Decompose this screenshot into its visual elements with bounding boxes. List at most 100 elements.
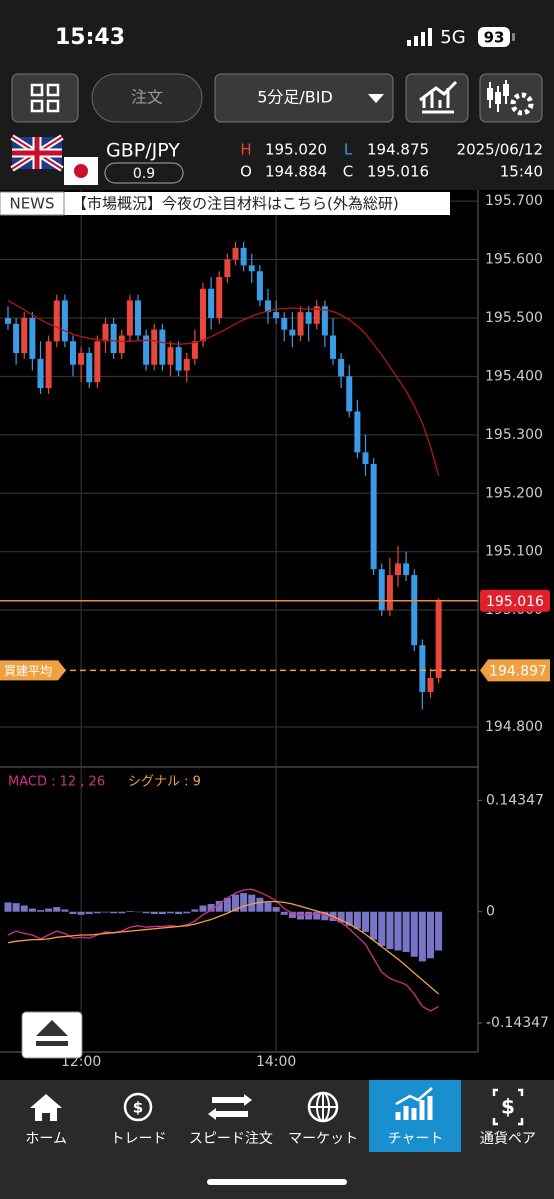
nav-item[interactable]: スピード注文 <box>189 1131 273 1147</box>
quote-date: 2025/06/12 <box>457 141 543 159</box>
histogram-bar <box>191 909 199 912</box>
histogram-bar <box>256 897 264 912</box>
nav-label: トレード <box>111 1131 167 1147</box>
histogram-bar <box>288 911 296 918</box>
network: 5G <box>440 27 465 48</box>
histogram-bar <box>37 910 44 912</box>
candle-body <box>395 563 401 576</box>
histogram-bar <box>93 911 101 914</box>
histogram-bar <box>150 911 158 915</box>
average-price-label: 194.897 <box>489 663 547 679</box>
histogram-bar <box>402 911 410 953</box>
timeframe-select[interactable]: 5分足/BID <box>214 73 394 123</box>
candle-body <box>378 569 385 611</box>
candle-body <box>419 645 426 692</box>
y-tick-label: 195.600 <box>485 252 543 268</box>
open-label: O <box>240 163 252 181</box>
order-button[interactable]: 注文 <box>91 73 203 123</box>
svg-text:$: $ <box>501 1095 515 1119</box>
histogram-bar <box>313 911 321 920</box>
histogram-bar <box>183 911 191 914</box>
nav-label: スピード注文 <box>189 1131 273 1147</box>
nav-item[interactable]: トレード <box>111 1131 167 1147</box>
nav-item[interactable]: 通貨ペア <box>480 1130 536 1147</box>
average-price-tag-left <box>0 660 66 681</box>
nav-item[interactable]: マーケット <box>288 1131 358 1147</box>
histogram-bar <box>362 911 369 932</box>
histogram-bar <box>223 897 231 912</box>
macd-title: MACD : 12 , 26 <box>8 775 105 790</box>
timeframe-label: 5分足/BID <box>257 88 333 107</box>
candle-body <box>321 306 328 336</box>
quote-time: 15:40 <box>500 163 543 181</box>
histogram-bar <box>418 911 426 962</box>
y-tick-label: 195.300 <box>485 427 543 443</box>
histogram-bar <box>280 911 288 915</box>
histogram-bar <box>134 911 142 913</box>
candle-body <box>143 335 150 365</box>
status-time: 15:43 <box>55 25 125 50</box>
nav-item[interactable]: ホーム <box>25 1131 67 1147</box>
macd-subtitle: シグナル : 9 <box>128 775 201 790</box>
candle-body <box>313 306 320 324</box>
histogram-bar <box>69 911 77 915</box>
histogram-bar <box>232 894 239 912</box>
candle-body <box>151 329 158 365</box>
y-tick-label: 0 <box>486 904 495 920</box>
candle-body <box>273 312 280 318</box>
battery-level: 93 <box>484 29 505 47</box>
y-tick-label: 195.700 <box>485 193 543 209</box>
collapse-button[interactable] <box>21 1011 83 1059</box>
average-price-name: 買建平均 <box>4 664 52 678</box>
open: 194.884 <box>265 163 327 181</box>
candle-body <box>183 358 190 371</box>
histogram-bar <box>321 911 329 921</box>
candle-body <box>78 353 85 365</box>
high-label: H <box>240 141 251 159</box>
candle-body <box>265 300 271 313</box>
histogram-bar <box>45 908 53 912</box>
candle-body <box>29 317 36 359</box>
settings-button[interactable] <box>479 73 543 123</box>
chart-type-button[interactable] <box>405 73 469 123</box>
candle-body <box>224 259 231 278</box>
histogram-bar <box>240 893 248 912</box>
histogram-bar <box>28 908 36 912</box>
histogram-bar <box>410 911 418 957</box>
histogram-bar <box>215 900 223 912</box>
histogram-bar <box>435 911 443 951</box>
candle-body <box>200 288 206 342</box>
jp-flag <box>64 157 98 185</box>
nav-icons: $ $ <box>30 1087 524 1126</box>
candle-body <box>21 317 28 354</box>
news-label: NEWS <box>9 195 54 213</box>
nav-label: マーケット <box>288 1131 358 1147</box>
news-banner[interactable]: NEWS 【市場概況】今夜の注目材料はこちら(外為総研) <box>0 191 450 216</box>
histogram-bar <box>353 911 361 929</box>
x-tick-label: 14:00 <box>256 1054 296 1070</box>
histogram-bar <box>427 911 434 959</box>
current-price-label: 195.016 <box>486 594 544 610</box>
candle-body <box>346 376 353 412</box>
chart-bg <box>0 190 554 1080</box>
candle-body <box>102 323 109 342</box>
histogram-bar <box>126 910 134 912</box>
nav-item[interactable]: チャート <box>388 1131 444 1147</box>
candle-body <box>338 358 345 377</box>
histogram-bar <box>102 911 109 913</box>
menu-button[interactable] <box>11 73 79 123</box>
histogram-bar <box>345 911 353 926</box>
spread: 0.9 <box>133 166 155 182</box>
y-tick-label: 195.400 <box>485 368 543 384</box>
histogram-bar <box>272 907 280 912</box>
candle-body <box>240 247 247 266</box>
low: 194.875 <box>367 141 429 159</box>
candle-body <box>386 575 393 611</box>
candle-body <box>110 323 117 354</box>
y-tick-label: 195.500 <box>485 310 543 326</box>
order-label: 注文 <box>131 88 163 107</box>
candle-body <box>370 464 377 570</box>
signal-line <box>7 900 440 995</box>
histogram-bar <box>77 911 85 915</box>
